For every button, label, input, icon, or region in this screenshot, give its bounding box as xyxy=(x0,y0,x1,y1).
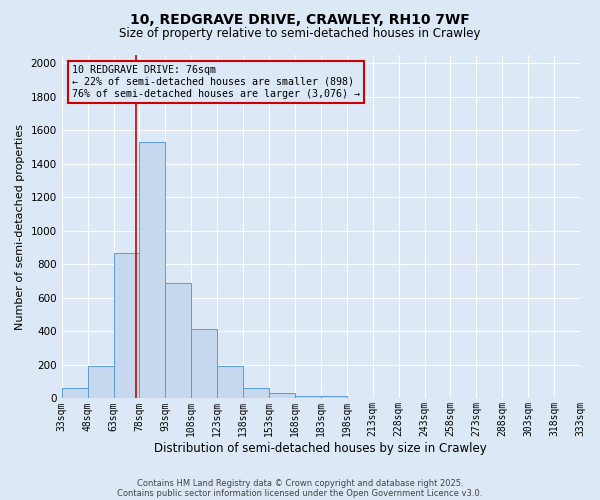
Bar xyxy=(243,388,269,398)
Bar xyxy=(191,329,217,398)
Bar xyxy=(321,396,347,398)
Y-axis label: Number of semi-detached properties: Number of semi-detached properties xyxy=(15,124,25,330)
Bar xyxy=(88,366,113,398)
Text: 10 REDGRAVE DRIVE: 76sqm
← 22% of semi-detached houses are smaller (898)
76% of : 10 REDGRAVE DRIVE: 76sqm ← 22% of semi-d… xyxy=(72,66,360,98)
Bar xyxy=(295,396,321,398)
Text: Size of property relative to semi-detached houses in Crawley: Size of property relative to semi-detach… xyxy=(119,28,481,40)
Text: 10, REDGRAVE DRIVE, CRAWLEY, RH10 7WF: 10, REDGRAVE DRIVE, CRAWLEY, RH10 7WF xyxy=(130,12,470,26)
Bar xyxy=(166,283,191,399)
Bar xyxy=(113,252,139,398)
Text: Contains HM Land Registry data © Crown copyright and database right 2025.: Contains HM Land Registry data © Crown c… xyxy=(137,478,463,488)
X-axis label: Distribution of semi-detached houses by size in Crawley: Distribution of semi-detached houses by … xyxy=(154,442,487,455)
Bar xyxy=(269,394,295,398)
Bar xyxy=(139,142,166,399)
Bar xyxy=(62,388,88,398)
Bar xyxy=(217,366,243,398)
Text: Contains public sector information licensed under the Open Government Licence v3: Contains public sector information licen… xyxy=(118,488,482,498)
